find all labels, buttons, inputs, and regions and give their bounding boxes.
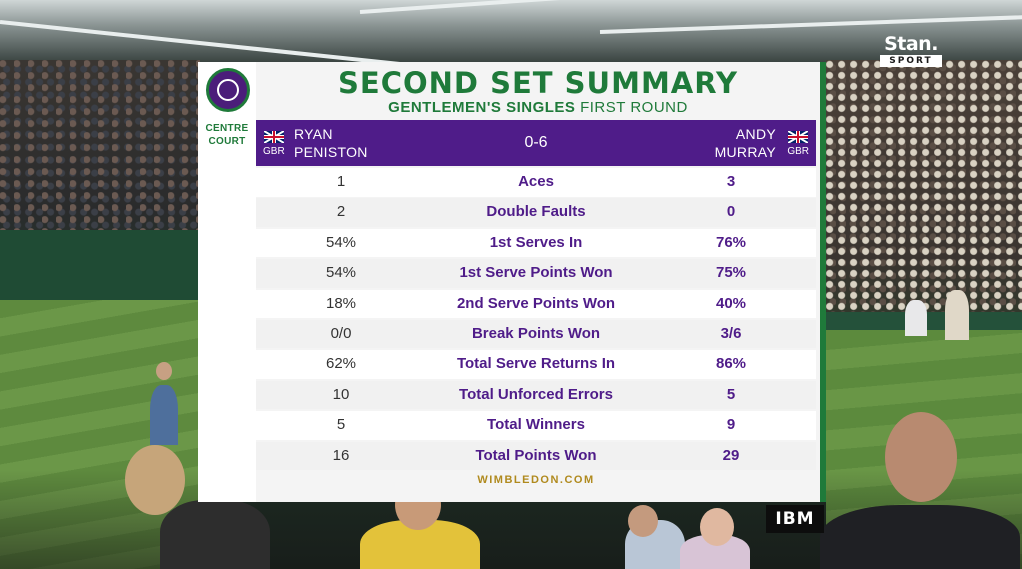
right-stat-value: 0 [726,203,736,221]
stat-label: 1st Serves In [489,233,583,251]
broadcaster-sub: SPORT [880,55,942,67]
left-stat-value: 2 [336,203,346,221]
right-stat-value: 29 [722,446,740,464]
summary-subtitle: GENTLEMEN'S SINGLES FIRST ROUND [256,99,820,117]
stat-row: 18% 2nd Serve Points Won 40% [256,289,816,319]
broadcaster-name: Stan. [884,33,938,55]
left-stat-value: 54% [325,264,357,282]
stat-label: Total Serve Returns In [456,355,616,373]
right-stat-value: 75% [715,264,747,282]
left-stat-value: 18% [325,294,357,312]
right-stat-value: 3 [726,173,736,190]
right-stat-value: 86% [715,355,747,373]
stat-row: 0/0 Break Points Won 3/6 [256,319,816,349]
left-player-country: GBR [263,146,285,157]
crowd-stands-right [826,60,1022,340]
stat-row: 10 Total Unforced Errors 5 [256,380,816,410]
event-name: GENTLEMEN'S SINGLES [388,99,576,116]
right-stat-value: 76% [715,233,747,251]
stat-label: Total Winners [487,416,585,434]
broadcaster-logo: Stan. SPORT [880,34,942,70]
stats-table: 1 Aces 3 2 Double Faults 0 54% 1st Serve… [256,168,816,472]
left-player-first-name: RYAN [294,126,333,142]
stadium-roof [0,0,1022,68]
court-name-line1: CENTRE [205,123,249,134]
stat-row: 54% 1st Serve Points Won 75% [256,259,816,288]
right-player-first-name: ANDY [735,126,776,142]
left-stat-value: 16 [332,446,350,464]
set-score: 0-6 [524,134,548,151]
stat-label: Break Points Won [471,324,601,342]
wimbledon-logo-icon [206,68,250,112]
stat-row: 2 Double Faults 0 [256,198,816,227]
right-stat-value: 5 [726,385,736,403]
left-player-last-name: PENISTON [294,144,368,160]
stat-row: 54% 1st Serves In 76% [256,228,816,258]
website-link: WIMBLEDON.COM [477,474,595,486]
left-stat-value: 0/0 [330,324,352,342]
stat-row: 16 Total Points Won 29 [256,441,816,471]
stat-row: 62% Total Serve Returns In 86% [256,350,816,379]
right-player-last-name: MURRAY [714,144,776,160]
stat-label: Aces [518,173,554,190]
stat-label: 1st Serve Points Won [459,264,613,282]
right-stat-value: 40% [715,294,747,312]
left-stat-value: 10 [332,385,350,403]
stat-row: 1 Aces 3 [256,168,816,197]
court-name: CENTRE COURT [198,122,256,148]
summary-title: SECOND SET SUMMARY [338,66,738,100]
stat-label: Total Unforced Errors [459,385,613,403]
round-name: FIRST ROUND [580,99,688,116]
stat-label: 2nd Serve Points Won [456,294,616,312]
sponsor-logo: IBM [766,505,824,533]
left-stat-value: 54% [325,233,357,251]
players-header: GBR RYAN PENISTON 0-6 ANDY MURRAY GBR [256,120,816,166]
right-stat-value: 9 [726,416,736,434]
stat-label: Total Points Won [475,446,597,464]
left-stat-value: 1 [336,173,346,190]
left-stat-value: 62% [325,355,357,373]
right-stat-value: 3/6 [720,324,742,342]
stat-row: 5 Total Winners 9 [256,411,816,440]
stat-label: Double Faults [486,203,586,221]
panel-side-column: CENTRE COURT [198,62,256,502]
union-jack-flag-icon [264,131,284,143]
set-summary-panel: CENTRE COURT SECOND SET SUMMARY GENTLEME… [198,62,826,502]
left-stat-value: 5 [336,416,346,434]
right-player-country: GBR [787,146,809,157]
court-wall-left [0,230,200,300]
union-jack-flag-icon [788,131,808,143]
court-name-line2: COURT [208,136,246,147]
